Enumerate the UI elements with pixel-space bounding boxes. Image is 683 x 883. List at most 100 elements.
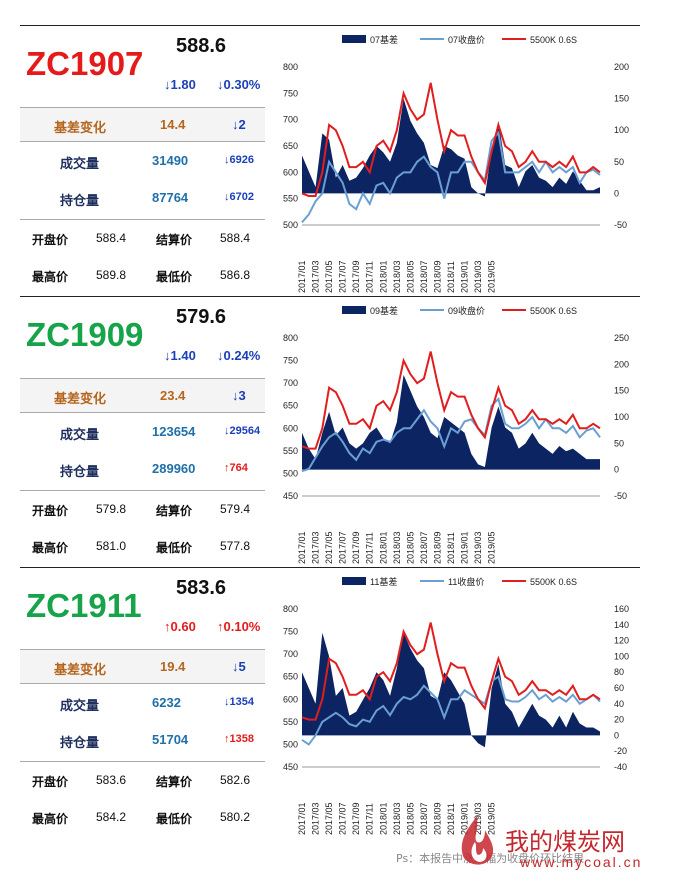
volume-change: ↓1354: [224, 696, 254, 708]
open-interest-row: 持仓量 87764 ↓6702: [20, 179, 265, 217]
y-right-tick-label: 80: [614, 667, 624, 677]
settle-value: 579.4: [220, 502, 251, 516]
basis-change: ↓3: [232, 388, 246, 403]
y-right-tick-label: 40: [614, 699, 624, 709]
y-left-tick-label: 700: [283, 378, 298, 388]
close-price-line: [301, 397, 601, 473]
open-label: 开盘价: [32, 233, 69, 247]
y-left-tick-label: 650: [283, 141, 298, 151]
open-interest-change: ↑764: [224, 462, 248, 474]
x-tick-label: 2019/05: [487, 531, 497, 564]
y-right-tick-label: 50: [614, 438, 624, 448]
settle-label: 结算价: [156, 233, 193, 247]
x-tick-label: 2017/01: [297, 531, 307, 564]
volume-value: 6232: [152, 695, 181, 710]
spot-price-line: [301, 351, 601, 450]
legend-label: 07收盘价: [448, 34, 485, 45]
basis-chart: 11基差 11收盘价 5500K 0.6S450500550600650700750…: [283, 576, 629, 835]
legend-label: 11基差: [370, 576, 397, 587]
last-price: 583.6: [176, 577, 227, 599]
panel-divider-top: [20, 25, 640, 26]
legend-label: 09收盘价: [448, 305, 485, 316]
y-left-tick-label: 750: [283, 627, 298, 637]
x-tick-label: 2017/11: [365, 261, 375, 293]
x-tick-label: 2017/01: [297, 802, 307, 835]
open-interest-label: 持仓量: [60, 465, 100, 480]
chart-legend: 09基差 09收盘价 5500K 0.6S: [342, 305, 577, 316]
open-value: 588.4: [96, 231, 127, 245]
open-interest-label: 持仓量: [60, 736, 100, 751]
x-tick-label: 2018/03: [392, 531, 402, 564]
y-right-tick-label: -50: [614, 491, 627, 501]
y-left-tick-label: 650: [283, 401, 298, 411]
basis-area: [302, 98, 600, 197]
spot-price-line: [301, 82, 601, 198]
price-change: ↓1.80: [164, 77, 196, 92]
legend-label: 5500K 0.6S: [530, 35, 577, 45]
basis-row: 基差变化 14.4 ↓2: [20, 107, 265, 142]
open-interest-value: 51704: [152, 732, 189, 747]
basis-chart: 09基差 09收盘价 5500K 0.6S450500550600650700750…: [283, 305, 629, 564]
open-interest-value: 87764: [152, 190, 189, 205]
x-tick-label: 2017/11: [365, 532, 375, 564]
x-tick-label: 2017/05: [324, 531, 334, 564]
basis-label: 基差变化: [54, 121, 107, 136]
legend-label: 09基差: [370, 305, 398, 316]
y-right-tick-label: 120: [614, 636, 629, 646]
y-left-tick-label: 700: [283, 115, 298, 125]
volume-value: 123654: [152, 424, 196, 439]
x-tick-label: 2017/09: [351, 802, 361, 835]
open-interest-label: 持仓量: [60, 194, 100, 209]
y-left-tick-label: 750: [283, 88, 298, 98]
basis-row: 基差变化 19.4 ↓5: [20, 649, 265, 684]
settle-label: 结算价: [156, 504, 193, 518]
x-tick-label: 2018/01: [378, 531, 388, 564]
legend-swatch: [342, 306, 366, 314]
basis-value: 23.4: [160, 388, 186, 403]
y-right-tick-label: 200: [614, 62, 629, 72]
x-tick-label: 2019/03: [473, 260, 483, 293]
volume-change: ↓29564: [224, 425, 261, 437]
x-tick-label: 2018/09: [432, 260, 442, 293]
x-tick-label: 2017/05: [324, 260, 334, 293]
logo-url: www.mycoal.cn: [520, 854, 643, 870]
high-label: 最高价: [32, 270, 69, 284]
volume-row: 成交量 31490 ↓6926: [20, 141, 265, 180]
x-tick-label: 2019/01: [460, 260, 470, 293]
y-right-tick-label: 150: [614, 386, 629, 396]
legend-swatch: [342, 577, 366, 585]
high-label: 最高价: [32, 541, 69, 555]
x-tick-label: 2017/07: [338, 260, 348, 293]
y-right-tick-label: -20: [614, 746, 627, 756]
basis-label: 基差变化: [54, 392, 107, 407]
basis-value: 19.4: [160, 659, 186, 674]
open-label: 开盘价: [32, 504, 69, 518]
volume-row: 成交量 123654 ↓29564: [20, 412, 265, 451]
y-right-tick-label: 200: [614, 359, 629, 369]
y-right-tick-label: 140: [614, 620, 629, 630]
y-left-tick-label: 800: [283, 333, 298, 343]
high-value: 581.0: [96, 539, 127, 553]
x-tick-label: 2017/09: [351, 260, 361, 293]
y-right-tick-label: 100: [614, 125, 629, 135]
y-right-tick-label: 150: [614, 94, 629, 104]
ohlc-rows: 开盘价 579.8 结算价 579.4 最高价 581.0 最低价 577.8: [20, 490, 265, 567]
y-left-tick-label: 500: [283, 468, 298, 478]
y-right-tick-label: 160: [614, 604, 629, 614]
open-label: 开盘价: [32, 775, 69, 789]
y-left-tick-label: 600: [283, 167, 298, 177]
legend-label: 5500K 0.6S: [530, 577, 577, 587]
y-right-tick-label: 60: [614, 683, 624, 693]
x-tick-label: 2018/07: [419, 260, 429, 293]
legend-label: 11收盘价: [448, 576, 484, 587]
settle-label: 结算价: [156, 775, 193, 789]
volume-label: 成交量: [60, 699, 100, 714]
y-left-tick-label: 800: [283, 62, 298, 72]
x-tick-label: 2017/07: [338, 531, 348, 564]
basis-change: ↓2: [232, 117, 246, 132]
y-right-tick-label: 100: [614, 651, 629, 661]
panel-divider-2: [20, 567, 640, 568]
spot-price-line: [301, 622, 601, 721]
open-interest-change: ↑1358: [224, 733, 254, 745]
y-left-tick-label: 750: [283, 356, 298, 366]
